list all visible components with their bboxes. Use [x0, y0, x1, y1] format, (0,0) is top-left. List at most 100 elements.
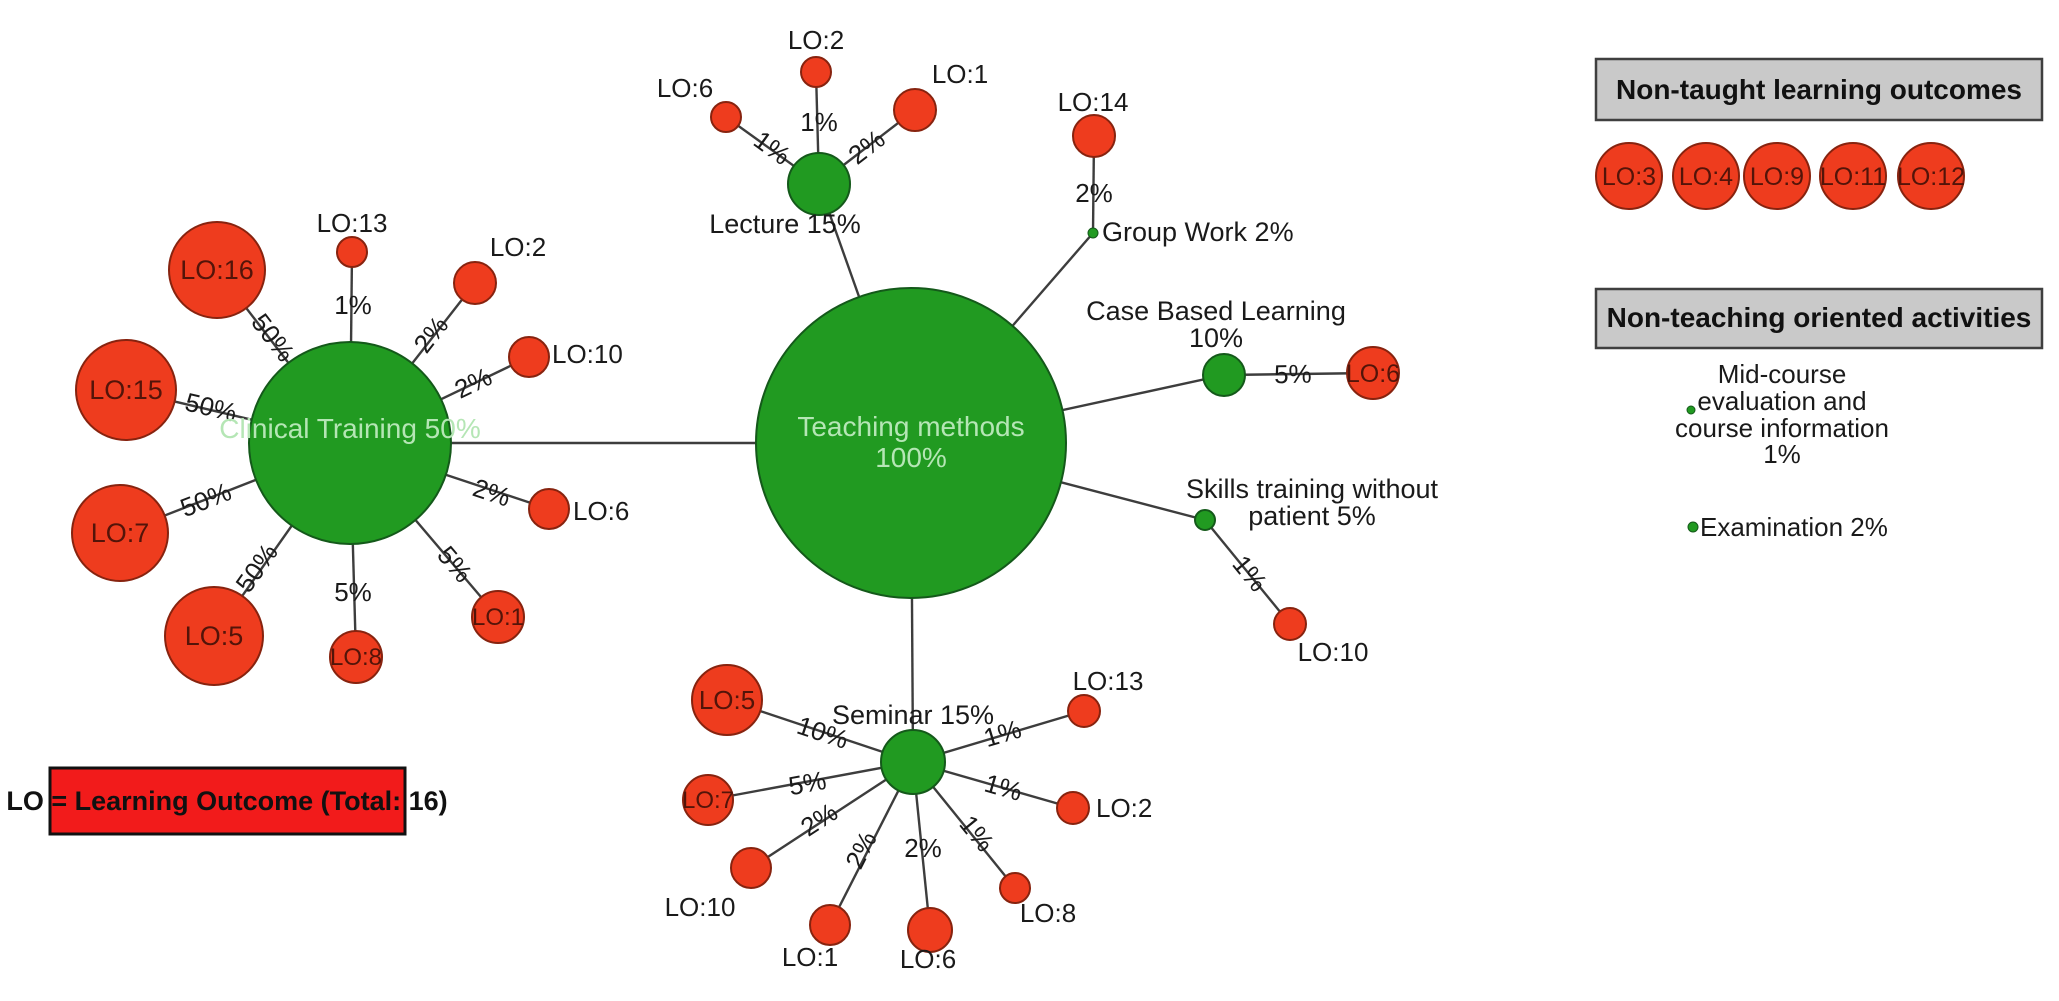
- node-l5a: [164, 586, 264, 686]
- node-label-sem_l10: LO:10: [665, 892, 736, 922]
- edge-seminar-sem_l7: [707, 760, 914, 802]
- node-p3: [1595, 142, 1663, 210]
- node-label-l13: LO:13: [317, 208, 388, 238]
- node-p4: [1672, 142, 1740, 210]
- node-groupwork: [1087, 227, 1099, 239]
- legend-box: [48, 766, 407, 836]
- edge-label-ct-l7a: 50%: [176, 476, 235, 523]
- node-seminar: [880, 729, 946, 795]
- panel-non-teaching-activities: Non-teaching oriented activities: [1594, 287, 2044, 350]
- node-label-lec_l6: LO:6: [657, 73, 713, 103]
- node-cbl_l6: [1346, 346, 1400, 400]
- node-l10a: [508, 336, 550, 378]
- edge-label-ct-l6a: 2%: [469, 472, 514, 512]
- node-label-p11: LO:11: [1820, 163, 1886, 191]
- edge-label-lecture-lec_l2: 1%: [800, 107, 838, 137]
- node-sem_l8: [999, 872, 1031, 904]
- node-l6a: [528, 488, 570, 530]
- activity-text-0: Mid-course: [1718, 359, 1847, 389]
- node-p12: [1897, 142, 1965, 210]
- node-cbl: [1202, 353, 1246, 397]
- node-l14: [1072, 114, 1116, 158]
- panel-non-taught-box: [1594, 57, 2044, 122]
- node-l2a: [453, 261, 497, 305]
- node-label-l10a: LO:10: [552, 339, 623, 369]
- edge-label-cbl-cbl_l6: 5%: [1274, 359, 1312, 390]
- panel-non-teaching-title: Non-teaching oriented activities: [1607, 302, 2032, 333]
- node-p11: [1819, 142, 1887, 210]
- activity-text-3: 1%: [1763, 439, 1801, 469]
- node-label-l2a: LO:2: [490, 232, 546, 262]
- node-label-sem_l7: LO:7: [682, 787, 734, 814]
- node-label-lec_l1: LO:1: [932, 59, 988, 89]
- node-sem_l5: [691, 664, 763, 736]
- legend: LO = Learning Outcome (Total: 16): [6, 766, 448, 836]
- node-label-groupwork: Group Work 2%: [1102, 217, 1294, 247]
- activity-text-2: course information: [1675, 413, 1889, 443]
- edge-label-seminar-sem_l6: 2%: [904, 833, 942, 863]
- node-label-l8a: LO:8: [330, 644, 382, 671]
- node-label-l5a: LO:5: [185, 621, 244, 651]
- panel-non-teaching-box: [1594, 287, 2044, 350]
- node-label-sem_l1: LO:1: [782, 942, 838, 972]
- panel-non-taught-outcomes: Non-taught learning outcomes: [1594, 57, 2044, 122]
- node-ct: [248, 341, 452, 545]
- node-sem_l2: [1056, 791, 1090, 825]
- node-label-sem_l2: LO:2: [1096, 793, 1152, 823]
- node-label-cbl: Case Based Learning 10%: [1086, 296, 1346, 353]
- node-lec_l1: [893, 88, 937, 132]
- labels-layer: 50%1%2%2%50%50%50% 5%5%2%1%1%2%2%5%1%10%5…: [89, 25, 1965, 974]
- node-label-lec_l2: LO:2: [788, 25, 844, 55]
- edge-label-ct-l13: 1%: [334, 290, 372, 320]
- edge-label-groupwork-l14: 2%: [1075, 178, 1113, 208]
- node-label-sk_l10: LO:10: [1298, 637, 1369, 667]
- edge-label-ct-l8a: 5%: [334, 577, 372, 607]
- node-label-l14: LO:14: [1058, 87, 1129, 117]
- node-sem_l1: [809, 904, 851, 946]
- node-label-sem_l5: LO:5: [699, 685, 755, 715]
- node-skills: [1194, 509, 1216, 531]
- node-tm: [755, 287, 1067, 599]
- edge-label-seminar-sem_l8: 1%: [954, 809, 1001, 857]
- node-l16: [168, 221, 266, 319]
- node-label-p3: LO:3: [1602, 163, 1656, 191]
- panel-non-taught-title: Non-taught learning outcomes: [1616, 74, 2022, 105]
- node-l8a: [329, 630, 383, 684]
- node-sem_l10: [730, 847, 772, 889]
- node-p9: [1743, 142, 1811, 210]
- node-label-lecture: Lecture 15%: [709, 209, 861, 239]
- node-lec_l6: [710, 101, 742, 133]
- node-label-sem_l13: LO:13: [1073, 666, 1144, 696]
- node-l13: [336, 236, 368, 268]
- node-l7a: [71, 484, 169, 582]
- node-label-l1a: LO:1: [472, 604, 524, 631]
- legend-label: LO = Learning Outcome (Total: 16): [6, 786, 447, 816]
- node-label-ct: Clinical Training 50%: [219, 413, 480, 444]
- node-label-l15: LO:15: [89, 375, 163, 405]
- activity-text-4: Examination 2%: [1700, 512, 1888, 542]
- node-label-sem_l6: LO:6: [900, 944, 956, 974]
- node-label-p12: LO:12: [1897, 163, 1965, 191]
- node-mid_dot: [1686, 405, 1696, 415]
- node-label-tm: Teaching methods 100%: [797, 411, 1024, 473]
- edge-skills-sk_l10: [1204, 519, 1291, 625]
- node-l1a: [471, 590, 525, 644]
- edge-label-seminar-sem_l2: 1%: [981, 768, 1025, 807]
- node-lecture: [787, 152, 851, 216]
- node-label-l7a: LO:7: [91, 518, 150, 548]
- edge-label-ct-l10a: 2%: [450, 361, 497, 404]
- node-sem_l13: [1067, 694, 1101, 728]
- node-label-p4: LO:4: [1679, 163, 1733, 191]
- node-label-p9: LO:9: [1750, 163, 1804, 191]
- node-label-l16: LO:16: [180, 255, 254, 285]
- node-label-sem_l8: LO:8: [1020, 898, 1076, 928]
- node-label-skills: Skills training without patient 5%: [1186, 474, 1439, 531]
- node-label-l6a: LO:6: [573, 496, 629, 526]
- node-label-cbl_l6: LO:6: [1346, 360, 1400, 388]
- node-l15: [75, 339, 177, 441]
- node-sem_l6: [907, 907, 953, 953]
- node-lec_l2: [800, 56, 832, 88]
- nodes-layer: [71, 56, 1965, 953]
